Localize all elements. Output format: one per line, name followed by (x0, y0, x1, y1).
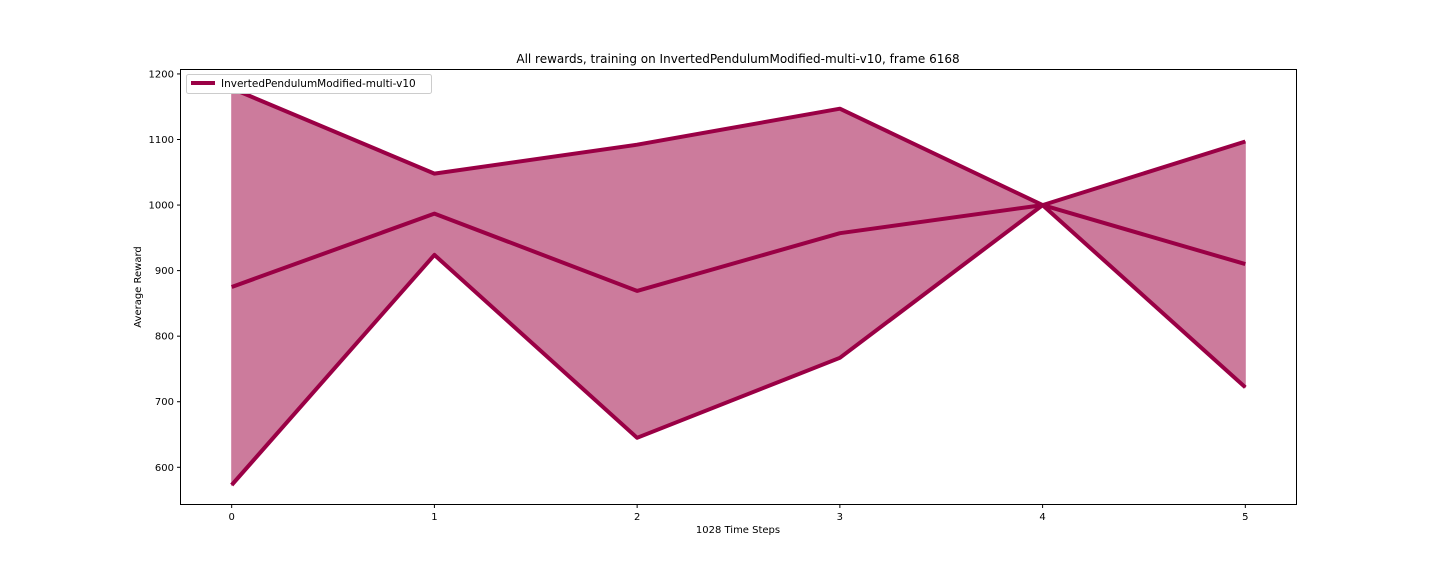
band-layer (231, 87, 1246, 487)
series-0-mean-line (231, 203, 1246, 293)
legend-label: InvertedPendulumModified-multi-v10 (221, 78, 416, 90)
y-tick-label: 1200 (149, 69, 174, 80)
y-tick-label: 900 (155, 266, 174, 277)
y-tick-label: 800 (155, 332, 174, 343)
x-tick-label: 4 (1039, 512, 1045, 523)
y-axis-label: Average Reward (133, 246, 144, 327)
x-tick-label: 0 (228, 512, 234, 523)
x-tick-label: 3 (837, 512, 843, 523)
x-tick-label: 1 (431, 512, 437, 523)
chart-title: All rewards, training on InvertedPendulu… (516, 52, 959, 66)
line-layer (230, 86, 1247, 487)
plot-frame (180, 69, 1297, 505)
y-tick-label: 700 (155, 397, 174, 408)
x-axis-label: 1028 Time Steps (696, 525, 780, 536)
y-tick-label: 1000 (149, 201, 174, 212)
x-axis: 0 1 2 3 4 5 (228, 504, 1249, 523)
y-axis: 600 700 800 900 1000 1100 1200 (149, 69, 181, 474)
y-tick-label: 600 (155, 463, 174, 474)
legend-box (186, 74, 432, 94)
x-tick-label: 2 (634, 512, 640, 523)
y-tick-label: 1100 (149, 135, 174, 146)
series-0-band (231, 87, 1246, 487)
series-0-max-line (230, 86, 1246, 208)
series-0-min-line (230, 203, 1247, 487)
x-tick-label: 5 (1242, 512, 1248, 523)
legend: InvertedPendulumModified-multi-v10 (186, 74, 432, 94)
